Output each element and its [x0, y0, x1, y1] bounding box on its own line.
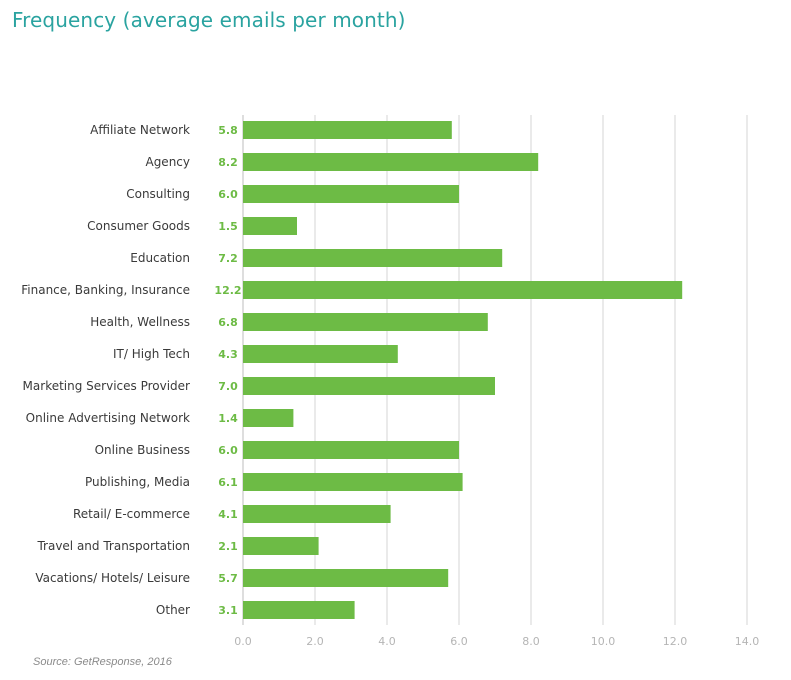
- value-label: 12.2: [214, 284, 241, 297]
- x-tick-label: 6.0: [450, 635, 468, 648]
- value-label: 5.7: [218, 572, 238, 585]
- bar: [243, 153, 539, 171]
- category-label: Travel and Transportation: [36, 539, 190, 553]
- bar: [243, 121, 452, 139]
- value-label: 1.4: [218, 412, 238, 425]
- category-label: Publishing, Media: [85, 475, 190, 489]
- value-label: 6.0: [218, 188, 238, 201]
- bar: [243, 473, 463, 491]
- bar: [243, 441, 459, 459]
- bar: [243, 249, 503, 267]
- category-label: Consumer Goods: [87, 219, 190, 233]
- chart-title: Frequency (average emails per month): [12, 8, 406, 32]
- bar: [243, 505, 391, 523]
- value-label: 7.0: [218, 380, 238, 393]
- value-label: 4.1: [218, 508, 238, 521]
- bar: [243, 281, 683, 299]
- category-label: IT/ High Tech: [113, 347, 190, 361]
- bar: [243, 569, 449, 587]
- x-tick-label: 12.0: [663, 635, 688, 648]
- category-label: Consulting: [126, 187, 190, 201]
- bars: [243, 121, 683, 619]
- value-label: 6.0: [218, 444, 238, 457]
- value-label: 6.1: [218, 476, 238, 489]
- value-label: 1.5: [218, 220, 238, 233]
- bar: [243, 217, 297, 235]
- category-label: Marketing Services Provider: [23, 379, 191, 393]
- value-label: 4.3: [218, 348, 238, 361]
- category-label: Online Advertising Network: [26, 411, 190, 425]
- value-label: 2.1: [218, 540, 238, 553]
- category-label: Agency: [145, 155, 190, 169]
- category-label: Health, Wellness: [90, 315, 190, 329]
- x-axis-ticks: 0.0 2.0 4.0 6.0 8.0 10.0 12.0 14.0: [234, 635, 759, 648]
- bar: [243, 313, 488, 331]
- value-label: 5.8: [218, 124, 238, 137]
- value-label: 8.2: [218, 156, 238, 169]
- category-label: Vacations/ Hotels/ Leisure: [35, 571, 190, 585]
- bar: [243, 409, 294, 427]
- x-tick-label: 2.0: [306, 635, 324, 648]
- x-tick-label: 14.0: [735, 635, 760, 648]
- bar: [243, 601, 355, 619]
- bar: [243, 377, 495, 395]
- category-label: Affiliate Network: [90, 123, 190, 137]
- value-label: 7.2: [218, 252, 238, 265]
- value-label: 3.1: [218, 604, 238, 617]
- bar: [243, 537, 319, 555]
- category-label: Other: [156, 603, 190, 617]
- x-tick-label: 4.0: [378, 635, 396, 648]
- category-label: Education: [130, 251, 190, 265]
- category-label: Online Business: [95, 443, 190, 457]
- bar: [243, 185, 459, 203]
- value-labels: 5.8 8.2 6.0 1.5 7.2 12.2 6.8 4.3 7.0 1.4 6.0 6.1 4.1…: [214, 124, 241, 617]
- x-tick-label: 8.0: [522, 635, 540, 648]
- category-label: Finance, Banking, Insurance: [21, 283, 190, 297]
- category-label: Retail/ E-commerce: [73, 507, 190, 521]
- x-tick-label: 0.0: [234, 635, 252, 648]
- bar: [243, 345, 398, 363]
- x-tick-label: 10.0: [591, 635, 616, 648]
- value-label: 6.8: [218, 316, 238, 329]
- category-labels: Affiliate Network Agency Consulting Consume…: [21, 123, 190, 617]
- source-note: Source: GetResponse, 2016: [33, 656, 172, 668]
